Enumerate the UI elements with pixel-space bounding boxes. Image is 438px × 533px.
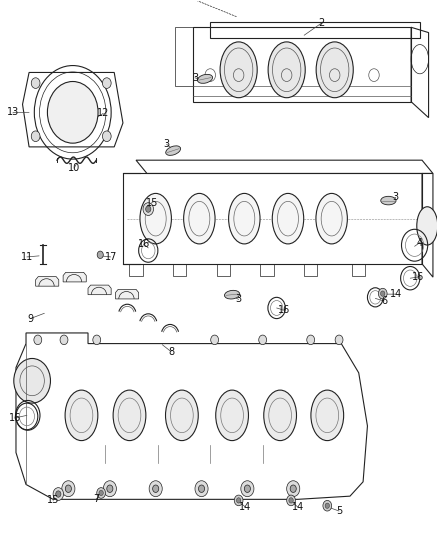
Circle shape — [34, 335, 42, 345]
Ellipse shape — [140, 193, 171, 244]
Circle shape — [307, 335, 314, 345]
Ellipse shape — [229, 193, 260, 244]
Ellipse shape — [184, 193, 215, 244]
Circle shape — [47, 82, 98, 143]
Circle shape — [14, 359, 50, 403]
Circle shape — [287, 481, 300, 497]
Circle shape — [244, 485, 251, 492]
Circle shape — [103, 481, 117, 497]
Text: 6: 6 — [381, 296, 387, 306]
Circle shape — [53, 488, 64, 500]
Polygon shape — [116, 289, 139, 299]
Circle shape — [65, 485, 71, 492]
Text: 3: 3 — [192, 73, 198, 83]
Text: 16: 16 — [9, 413, 21, 423]
Text: 15: 15 — [47, 495, 59, 505]
Circle shape — [31, 78, 40, 88]
Ellipse shape — [220, 42, 257, 98]
Text: 16: 16 — [412, 272, 424, 282]
Text: 16: 16 — [278, 305, 290, 315]
Circle shape — [31, 131, 40, 142]
Text: 3: 3 — [163, 139, 170, 149]
Text: 16: 16 — [138, 239, 150, 249]
Circle shape — [152, 485, 159, 492]
Ellipse shape — [381, 196, 396, 205]
Polygon shape — [88, 285, 111, 295]
Ellipse shape — [198, 74, 212, 83]
Circle shape — [149, 481, 162, 497]
Text: 17: 17 — [105, 252, 117, 262]
Text: 13: 13 — [7, 107, 19, 117]
Text: 5: 5 — [336, 506, 342, 516]
Circle shape — [237, 498, 241, 503]
Circle shape — [335, 335, 343, 345]
Ellipse shape — [166, 146, 180, 156]
Bar — [304, 264, 317, 276]
Ellipse shape — [113, 390, 146, 441]
Polygon shape — [63, 272, 86, 282]
Text: 15: 15 — [146, 198, 159, 208]
Circle shape — [99, 490, 103, 496]
Circle shape — [107, 485, 113, 492]
Text: 3: 3 — [393, 192, 399, 203]
Text: 14: 14 — [239, 502, 251, 512]
Circle shape — [287, 495, 295, 506]
Circle shape — [56, 491, 61, 497]
Ellipse shape — [311, 390, 344, 441]
Circle shape — [381, 291, 385, 296]
Ellipse shape — [65, 390, 98, 441]
Circle shape — [60, 335, 68, 345]
Text: 8: 8 — [168, 346, 174, 357]
Text: 2: 2 — [318, 18, 325, 28]
Circle shape — [289, 498, 293, 503]
Ellipse shape — [216, 390, 248, 441]
Circle shape — [93, 335, 101, 345]
Ellipse shape — [272, 193, 304, 244]
Circle shape — [198, 485, 205, 492]
Ellipse shape — [417, 207, 438, 245]
Circle shape — [211, 335, 219, 345]
Ellipse shape — [264, 390, 297, 441]
Polygon shape — [35, 277, 59, 286]
Circle shape — [241, 481, 254, 497]
Ellipse shape — [225, 290, 240, 299]
Circle shape — [378, 288, 387, 299]
Circle shape — [62, 481, 75, 497]
Text: 11: 11 — [21, 252, 33, 262]
Circle shape — [102, 131, 111, 142]
Text: 10: 10 — [68, 163, 80, 173]
Text: 3: 3 — [236, 294, 242, 304]
Text: 7: 7 — [93, 494, 99, 504]
Bar — [352, 264, 365, 276]
Text: 14: 14 — [390, 289, 402, 299]
Circle shape — [102, 78, 111, 88]
Circle shape — [323, 500, 332, 511]
Circle shape — [143, 203, 153, 215]
Circle shape — [325, 503, 329, 508]
Circle shape — [290, 485, 296, 492]
Bar — [173, 264, 186, 276]
Text: 14: 14 — [291, 502, 304, 512]
Text: 9: 9 — [27, 313, 33, 324]
Text: 4: 4 — [417, 238, 423, 247]
Circle shape — [259, 335, 267, 345]
Circle shape — [97, 488, 106, 498]
Ellipse shape — [268, 42, 305, 98]
Ellipse shape — [316, 193, 347, 244]
Bar — [130, 264, 143, 276]
Circle shape — [146, 206, 151, 212]
Bar — [217, 264, 230, 276]
Circle shape — [234, 495, 243, 506]
Ellipse shape — [316, 42, 353, 98]
Text: 12: 12 — [97, 108, 110, 118]
Circle shape — [97, 251, 103, 259]
Ellipse shape — [166, 390, 198, 441]
Bar — [261, 264, 274, 276]
Circle shape — [195, 481, 208, 497]
